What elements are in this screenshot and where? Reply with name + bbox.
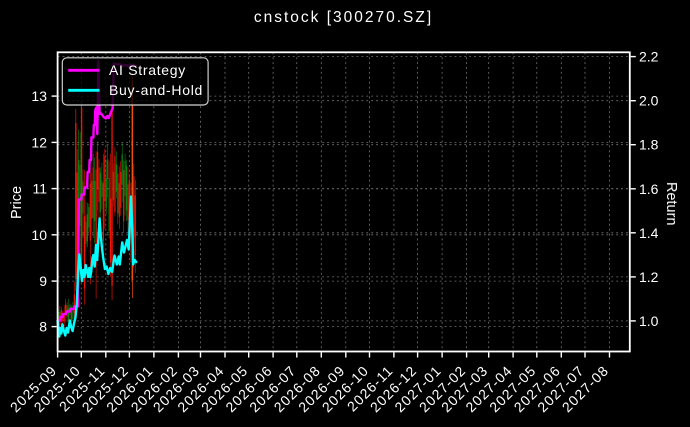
svg-text:cnstock [300270.SZ]: cnstock [300270.SZ] [254, 9, 433, 26]
svg-text:Return: Return [663, 182, 679, 226]
svg-text:1.8: 1.8 [639, 137, 659, 153]
svg-text:1.4: 1.4 [639, 225, 659, 241]
svg-text:2.0: 2.0 [639, 93, 659, 109]
svg-text:1.0: 1.0 [639, 313, 659, 329]
svg-text:9: 9 [39, 273, 47, 289]
svg-text:AI Strategy: AI Strategy [109, 62, 186, 78]
svg-text:11: 11 [32, 181, 47, 197]
svg-text:Buy-and-Hold: Buy-and-Hold [109, 82, 203, 98]
svg-text:Price: Price [9, 186, 25, 219]
svg-text:12: 12 [31, 134, 47, 150]
svg-text:10: 10 [31, 227, 47, 243]
svg-text:1.6: 1.6 [639, 181, 659, 197]
svg-text:1.2: 1.2 [639, 269, 659, 285]
svg-text:2.2: 2.2 [639, 49, 659, 65]
svg-text:13: 13 [31, 88, 47, 104]
svg-text:8: 8 [39, 319, 47, 335]
